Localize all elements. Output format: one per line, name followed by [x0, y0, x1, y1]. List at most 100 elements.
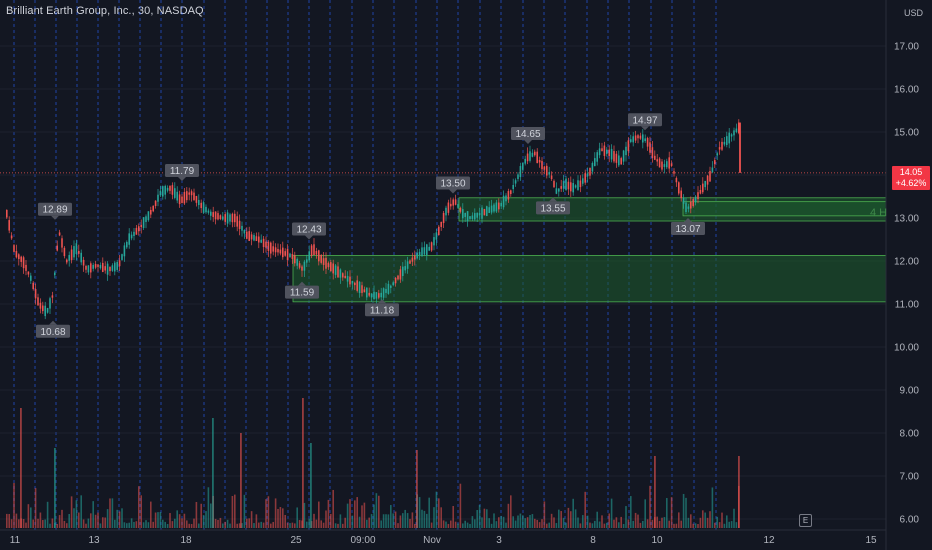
e-button[interactable]: E	[799, 514, 812, 527]
candle-body	[582, 178, 584, 184]
volume-bar	[478, 504, 481, 528]
volume-bar	[510, 495, 512, 528]
candle-body	[462, 209, 464, 219]
candle-body	[718, 147, 721, 150]
candle-body	[75, 243, 78, 255]
price-label-text: 14.65	[515, 129, 540, 140]
volume-bar	[73, 508, 75, 528]
candle-body	[356, 280, 358, 291]
candle-body	[409, 260, 411, 264]
candle-body	[514, 180, 517, 184]
candle-body	[447, 202, 450, 213]
volume-bar	[356, 497, 358, 528]
candle-body	[649, 142, 651, 153]
volume-bar	[570, 511, 572, 528]
candle-body	[690, 201, 692, 209]
candle-body	[438, 226, 440, 236]
candle-body	[94, 263, 97, 268]
volume-bar	[639, 522, 642, 528]
candle-body	[488, 207, 490, 213]
candle-body	[258, 236, 260, 243]
volume-bar	[30, 507, 32, 528]
candle-body	[152, 205, 154, 212]
volume-bar	[440, 507, 442, 528]
candle-body	[87, 265, 90, 273]
time-tick-label: 18	[180, 535, 192, 546]
volume-bar	[334, 523, 337, 528]
candle-body	[178, 194, 181, 205]
volume-bar	[663, 517, 666, 528]
volume-bar	[584, 491, 586, 528]
volume-bar	[320, 520, 322, 528]
candle-body	[150, 209, 152, 215]
volume-bar	[145, 520, 147, 528]
candle-body	[200, 202, 202, 209]
candle-body	[121, 254, 123, 260]
candle-body	[366, 287, 368, 298]
volume-bar	[207, 487, 210, 528]
candle-body	[181, 196, 183, 203]
candle-body	[214, 211, 217, 220]
volume-bar	[490, 523, 493, 528]
candle-body	[730, 134, 733, 137]
volume-bar	[313, 513, 315, 528]
price-label-pointer	[641, 126, 649, 131]
candle-body	[486, 206, 488, 217]
candle-body	[298, 263, 301, 268]
candle-body	[169, 185, 171, 191]
volume-bar	[210, 503, 212, 528]
volume-bar	[344, 517, 346, 528]
candle-body	[114, 262, 116, 272]
price-label-box	[38, 202, 72, 216]
price-label-box	[536, 201, 570, 215]
candle-body	[159, 190, 162, 196]
price-label-text: 12.89	[42, 205, 67, 216]
volume-bar	[85, 523, 87, 528]
volume-bar	[49, 523, 51, 528]
candle-body	[606, 149, 608, 154]
price-label-text: 11.79	[170, 166, 195, 177]
volume-bar	[337, 523, 339, 528]
candle-body	[10, 235, 13, 239]
candle-body	[651, 147, 654, 159]
price-label-text: 11.59	[290, 288, 315, 299]
volume-bar	[102, 517, 104, 528]
volume-bar	[186, 520, 188, 528]
volume-bar	[291, 522, 294, 528]
candle-body	[507, 191, 510, 200]
candle-body	[435, 232, 438, 240]
volume-bar	[27, 504, 30, 528]
volume-bar	[474, 519, 476, 528]
candle-body	[289, 253, 291, 258]
candle-body	[274, 247, 277, 253]
volume-bar	[262, 522, 265, 528]
candle-body	[320, 254, 322, 263]
volume-bar	[658, 520, 661, 528]
candle-body	[291, 254, 294, 259]
candle-body	[613, 151, 615, 162]
volume-bar	[222, 523, 224, 528]
candle-body	[260, 239, 262, 243]
candle-body	[236, 216, 238, 227]
candle-body	[546, 165, 548, 176]
candle-body	[294, 255, 296, 264]
volume-bar	[128, 522, 130, 528]
volume-bar	[728, 521, 730, 528]
volume-bar	[538, 522, 541, 528]
candle-body	[373, 291, 375, 300]
candle-body	[457, 204, 459, 208]
candle-body	[596, 152, 598, 162]
volume-bar	[238, 523, 241, 528]
volume-bar	[594, 520, 596, 528]
volume-bar	[274, 498, 277, 528]
volume-bar	[442, 520, 445, 528]
candle-body	[430, 242, 433, 251]
candle-body	[25, 264, 27, 271]
volume-bar	[375, 493, 378, 528]
candle-body	[246, 231, 248, 239]
candle-body	[529, 151, 531, 161]
volume-bar	[579, 523, 582, 528]
candle-body	[493, 204, 495, 212]
volume-bar	[687, 517, 690, 528]
